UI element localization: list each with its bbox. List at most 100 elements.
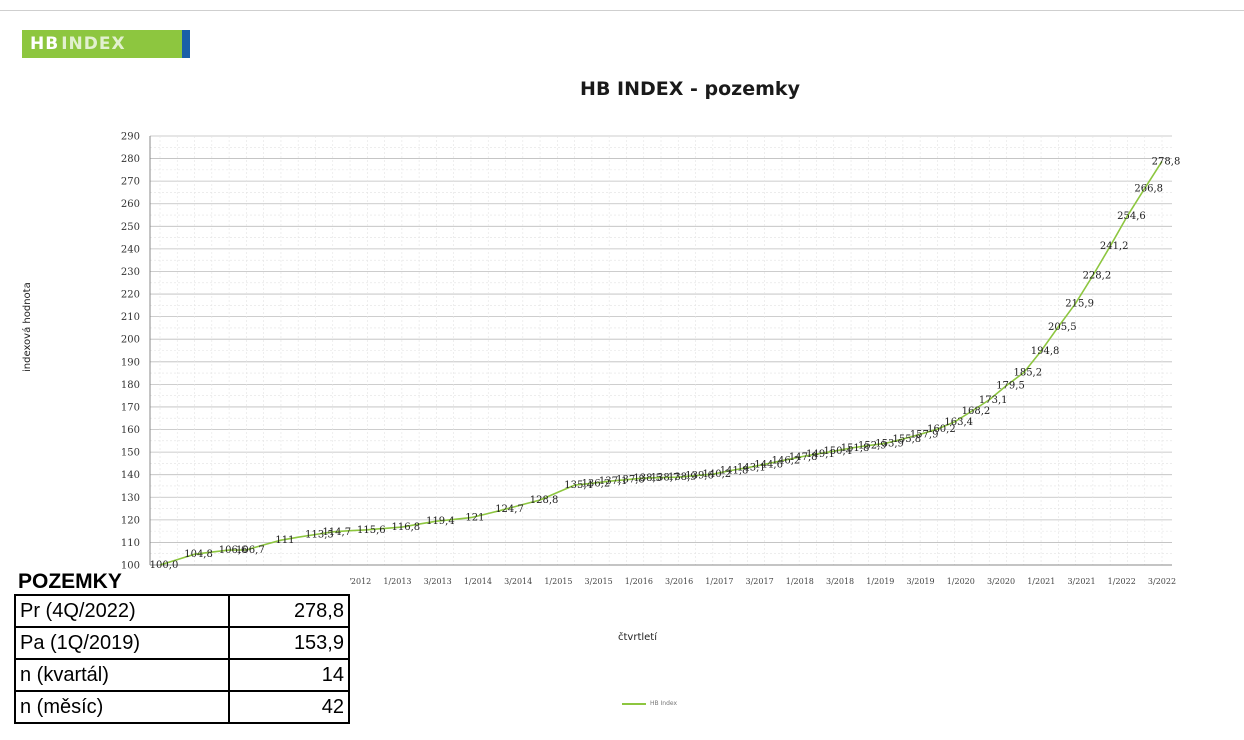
data-label: 149,1 xyxy=(806,449,835,460)
x-tick-label: 3/2021 xyxy=(1067,577,1095,586)
data-label: 121 xyxy=(465,513,484,524)
data-label: 136,2 xyxy=(582,478,611,489)
data-label: 278,8 xyxy=(1152,156,1181,167)
data-label: 128,8 xyxy=(530,495,559,506)
data-label: 140,2 xyxy=(703,469,732,480)
data-label: 205,5 xyxy=(1048,322,1077,333)
data-label: 228,2 xyxy=(1083,271,1112,282)
row-value: 153,9 xyxy=(228,626,350,660)
y-tick-label: 200 xyxy=(121,335,140,346)
data-label: 135,4 xyxy=(564,480,593,491)
data-label: 163,4 xyxy=(944,417,973,428)
data-label: 138,7 xyxy=(651,473,680,484)
y-tick-label: 180 xyxy=(121,380,140,391)
data-label: 124,7 xyxy=(495,504,524,515)
data-label: 185,2 xyxy=(1013,368,1042,379)
x-tick-label: 1/2020 xyxy=(947,577,975,586)
x-tick-label: 1/2016 xyxy=(625,577,653,586)
x-tick-label: 3/2020 xyxy=(987,577,1015,586)
hb-index-logo: HB INDEX xyxy=(22,30,190,58)
y-tick-label: 290 xyxy=(121,132,140,143)
x-tick-label: 1/2015 xyxy=(544,577,572,586)
y-axis-ticks: 100 110 120 130 140 150 160 170 180 190 200 210 220 2… xyxy=(121,132,140,572)
y-tick-label: 170 xyxy=(121,402,140,413)
y-tick-label: 280 xyxy=(121,154,140,165)
data-label: 106,6 xyxy=(219,545,248,556)
x-tick-label: 1/2018 xyxy=(786,577,814,586)
data-label: 144,6 xyxy=(754,459,783,470)
y-tick-label: 160 xyxy=(121,425,140,436)
summary-title: POZEMKY xyxy=(14,570,128,594)
summary-table: Pr (4Q/2022) 278,8 Pa (1Q/2019) 153,9 n … xyxy=(14,594,350,724)
scan-border-line xyxy=(0,10,1244,11)
data-label: 173,1 xyxy=(979,395,1008,406)
x-axis-label: čtvrtletí xyxy=(618,632,657,643)
data-label: 137,8 xyxy=(616,475,645,486)
data-label: 241,2 xyxy=(1100,241,1129,252)
data-label: 111 xyxy=(275,535,294,546)
data-label: 104,8 xyxy=(184,549,213,560)
data-label: 106,7 xyxy=(236,545,265,556)
x-tick-label: 3/2013 xyxy=(424,577,452,586)
x-tick-label: 3/2022 xyxy=(1148,577,1176,586)
x-tick-label: 1/2021 xyxy=(1027,577,1055,586)
data-label: 150,4 xyxy=(823,446,852,457)
y-tick-label: 270 xyxy=(121,177,140,188)
data-label: 116,8 xyxy=(392,522,421,533)
x-tick-label: 1/2013 xyxy=(383,577,411,586)
row-label: n (měsíc) xyxy=(14,690,230,724)
data-label: 254,6 xyxy=(1117,211,1146,222)
table-row: Pr (4Q/2022) 278,8 xyxy=(14,594,350,628)
row-value: 42 xyxy=(228,690,350,724)
data-label: 194,8 xyxy=(1031,346,1060,357)
data-label: 155,8 xyxy=(893,434,922,445)
y-tick-label: 250 xyxy=(121,222,140,233)
y-tick-label: 210 xyxy=(121,312,140,323)
data-label: 147,8 xyxy=(789,452,818,463)
logo-text-index: INDEX xyxy=(61,34,126,54)
x-tick-label: 3/2015 xyxy=(585,577,613,586)
y-tick-label: 220 xyxy=(121,290,140,301)
y-tick-label: 100 xyxy=(121,561,140,572)
data-label: 146,2 xyxy=(772,456,801,467)
series-line-hb-index xyxy=(159,160,1163,566)
y-tick-label: 130 xyxy=(121,493,140,504)
row-label: Pa (1Q/2019) xyxy=(14,626,230,660)
data-label: 119,4 xyxy=(426,516,455,527)
data-label: 141,8 xyxy=(720,466,749,477)
table-row: n (kvartál) 14 xyxy=(14,658,350,692)
logo-text-hb: HB xyxy=(30,34,60,54)
y-tick-label: 120 xyxy=(121,515,140,526)
x-tick-label: 3/2019 xyxy=(906,577,934,586)
table-row: n (měsíc) 42 xyxy=(14,690,350,724)
y-tick-label: 140 xyxy=(121,470,140,481)
x-tick-label: 3/2018 xyxy=(826,577,854,586)
chart-legend: HB Index xyxy=(622,700,677,707)
row-value: 14 xyxy=(228,658,350,692)
data-label: 151,8 xyxy=(841,443,870,454)
row-label: n (kvartál) xyxy=(14,658,230,692)
y-tick-label: 110 xyxy=(121,538,140,549)
data-label: 266,8 xyxy=(1134,183,1163,194)
data-label: 138,9 xyxy=(668,472,697,483)
data-label: 138,5 xyxy=(633,473,662,484)
data-label: 137,1 xyxy=(599,476,628,487)
data-label: 139,6 xyxy=(685,471,714,482)
data-label: 152,9 xyxy=(858,441,887,452)
data-label: 179,5 xyxy=(996,380,1025,391)
y-tick-label: 230 xyxy=(121,267,140,278)
y-tick-label: 260 xyxy=(121,199,140,210)
x-tick-label: 3/2012 xyxy=(343,577,371,586)
chart-grid xyxy=(149,135,1172,566)
data-label: 114,7 xyxy=(322,527,351,538)
data-label: 100,0 xyxy=(150,560,179,571)
row-value: 278,8 xyxy=(228,594,350,628)
y-tick-label: 190 xyxy=(121,357,140,368)
legend-label: HB Index xyxy=(650,700,678,707)
summary-panel: POZEMKY Pr (4Q/2022) 278,8 Pa (1Q/2019) … xyxy=(14,570,350,724)
data-label: 160,2 xyxy=(927,424,956,435)
data-label: 113,5 xyxy=(305,530,334,541)
data-label: 168,2 xyxy=(962,406,991,417)
x-tick-label: 1/2022 xyxy=(1108,577,1136,586)
